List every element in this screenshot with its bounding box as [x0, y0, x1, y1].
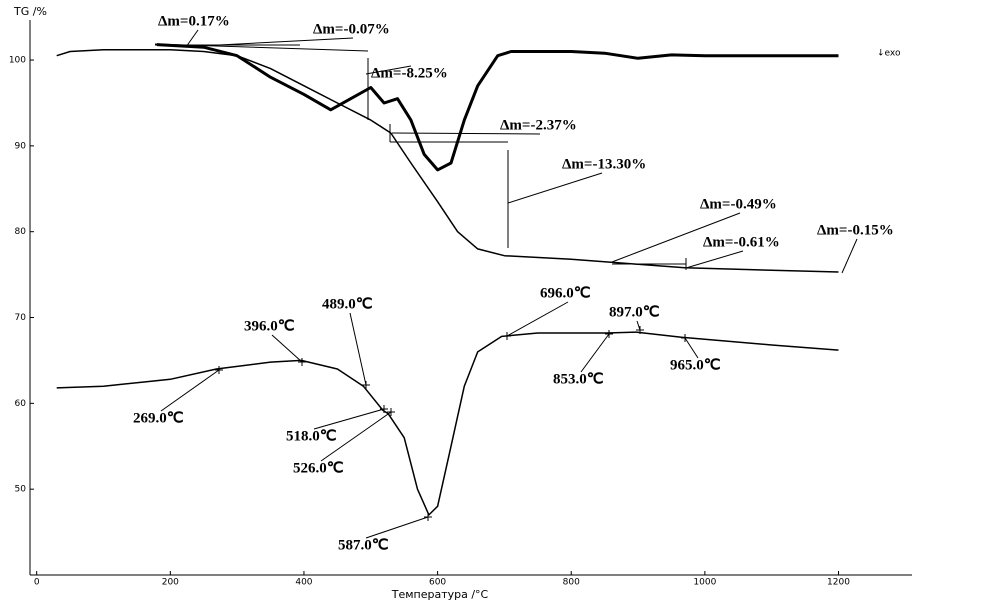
annotation: Δm=0.17% [158, 13, 230, 29]
leader-line [684, 337, 699, 359]
annotation: 587.0℃ [338, 537, 389, 553]
point-marker [362, 381, 370, 389]
point-marker [387, 408, 395, 416]
annotation: Δm=-0.15% [817, 222, 894, 238]
leader-line [313, 408, 385, 430]
curve [56, 48, 839, 273]
x-tick-label: 1200 [827, 578, 850, 588]
leader-line [185, 29, 199, 48]
annotation: Δm=-8.25% [371, 65, 448, 81]
annotation: 526.0℃ [293, 460, 344, 476]
annotation: 269.0℃ [133, 410, 184, 426]
point-marker [424, 513, 432, 521]
annotation: 897.0℃ [609, 304, 660, 320]
annotation: 965.0℃ [670, 357, 721, 373]
annotation: 696.0℃ [540, 285, 591, 301]
y-tick-label: 50 [15, 485, 27, 495]
x-tick-label: 600 [429, 578, 446, 588]
leader-line [271, 334, 303, 363]
annotation: Δm=-0.49% [700, 196, 777, 212]
x-tick-label: 0 [34, 578, 40, 588]
x-tick-label: 200 [162, 578, 179, 588]
leader-line [320, 411, 392, 462]
exo-label: ↓exo [877, 49, 901, 59]
point-marker [380, 405, 388, 413]
curve [156, 43, 839, 172]
leader-line [580, 333, 610, 373]
x-axis-label: Температура /°C [391, 588, 489, 601]
y-tick-label: 80 [15, 227, 27, 237]
x-tick-label: 1000 [693, 578, 716, 588]
point-marker [605, 330, 613, 338]
leader-line [506, 301, 569, 337]
annotation: 518.0℃ [286, 428, 337, 444]
annotation: Δm=-2.37% [500, 117, 577, 133]
leader-line [391, 132, 541, 135]
x-tick-label: 800 [563, 578, 580, 588]
leader-line [841, 238, 858, 274]
y-tick-label: 70 [15, 313, 27, 323]
annotation: Δm=-13.30% [562, 156, 646, 172]
point-marker [298, 358, 306, 366]
curve [56, 331, 839, 516]
point-marker [503, 332, 511, 340]
annotation: 853.0℃ [553, 371, 604, 387]
leader-line [349, 312, 367, 386]
point-marker [636, 326, 644, 334]
leader-line [365, 516, 429, 539]
x-tick-label: 400 [295, 578, 312, 588]
y-axis-label: TG /% [13, 5, 47, 18]
annotation: 396.0℃ [244, 318, 295, 334]
annotation: 489.0℃ [322, 296, 373, 312]
point-marker [215, 366, 223, 374]
leader-line [611, 212, 741, 263]
annotation: Δm=-0.07% [313, 21, 390, 37]
leader-line [365, 65, 412, 75]
leader-line [507, 172, 603, 204]
leader-line [685, 250, 744, 269]
y-tick-label: 90 [15, 141, 27, 151]
point-marker [681, 334, 689, 342]
leader-line [199, 37, 354, 47]
annotation: Δm=-0.61% [703, 234, 780, 250]
y-tick-label: 100 [9, 56, 26, 66]
y-tick-label: 60 [15, 399, 27, 409]
leader-line [160, 369, 220, 412]
